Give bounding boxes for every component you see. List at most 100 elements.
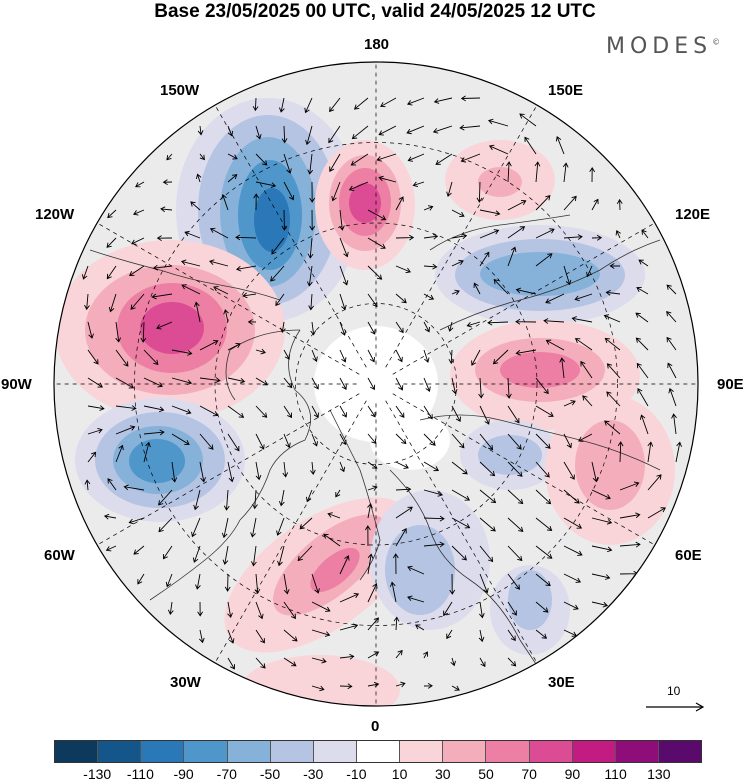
wind-arrow xyxy=(563,573,582,583)
wind-arrow xyxy=(115,444,124,463)
lon-label-120e: 120E xyxy=(675,206,711,223)
colorbar-swatch xyxy=(184,741,228,762)
wind-arrow xyxy=(378,175,397,183)
wind-arrow xyxy=(311,573,320,594)
wind-arrow xyxy=(311,349,318,363)
wind-arrow xyxy=(283,377,293,389)
wind-arrow xyxy=(507,657,517,667)
wind-arrow xyxy=(162,179,173,186)
wind-arrow xyxy=(283,349,290,360)
wind-arrow xyxy=(479,545,494,563)
wind-arrow xyxy=(309,209,316,231)
wind-arrow xyxy=(227,125,234,137)
wind-arrow xyxy=(130,237,145,245)
wind-arrow xyxy=(479,229,500,239)
colorbar-swatch xyxy=(486,741,530,762)
wind-arrow xyxy=(307,153,314,175)
colorbar xyxy=(54,740,702,763)
colorbar-tick-label: -10 xyxy=(346,766,367,782)
wind-arrow xyxy=(283,573,290,595)
lon-label-180: 180 xyxy=(364,36,390,53)
wind-arrow xyxy=(171,349,193,356)
wind-arrow xyxy=(143,349,159,366)
colorbar-tick-label: 30 xyxy=(435,766,451,782)
wind-arrow xyxy=(171,377,193,386)
wind-arrow xyxy=(152,264,173,271)
wind-arrow xyxy=(87,349,99,365)
wind-arrow xyxy=(450,657,456,667)
wind-arrow xyxy=(235,234,257,241)
wind-arrow xyxy=(479,657,486,668)
wind-arrow xyxy=(423,489,443,497)
wind-arrow xyxy=(507,461,523,477)
wind-arrow xyxy=(283,601,296,620)
wind-arrow xyxy=(451,489,471,501)
wind-arrow xyxy=(479,573,489,594)
wind-arrow xyxy=(507,601,517,616)
wind-arrow xyxy=(393,616,400,631)
wind-arrow xyxy=(87,405,105,411)
wind-arrow xyxy=(675,441,682,463)
wind-arrow xyxy=(105,545,117,552)
wind-arrow xyxy=(591,573,611,580)
wind-arrow xyxy=(545,293,565,304)
wind-arrow xyxy=(364,525,371,547)
wind-arrow xyxy=(106,265,117,280)
wind-arrow xyxy=(227,153,238,160)
wind-arrow xyxy=(589,166,596,183)
wind-arrow xyxy=(199,339,219,351)
wind-arrow xyxy=(395,649,403,659)
wind-arrow xyxy=(395,321,404,334)
wind-arrow xyxy=(605,289,621,296)
colorbar-tick-label: -50 xyxy=(259,766,281,782)
wind-arrow xyxy=(507,246,517,267)
wind-arrow xyxy=(515,349,537,356)
wind-arrow xyxy=(339,683,353,690)
wind-arrow xyxy=(115,321,122,343)
wind-arrow xyxy=(604,337,621,351)
wind-arrow xyxy=(479,251,490,267)
colorbar-swatch xyxy=(270,741,314,762)
wind-arrow xyxy=(395,461,409,469)
wind-arrow xyxy=(591,461,599,483)
wind-arrow xyxy=(255,181,277,189)
wind-arrow xyxy=(123,484,145,491)
wind-arrow xyxy=(535,629,548,639)
wind-arrow xyxy=(574,338,593,351)
wind-arrow xyxy=(571,316,593,323)
wind-arrow xyxy=(353,97,369,110)
wind-arrow xyxy=(451,461,468,475)
wind-arrow xyxy=(423,461,439,472)
wind-arrow xyxy=(451,289,460,296)
wind-arrow xyxy=(281,125,288,144)
wind-arrow xyxy=(275,293,285,307)
wind-arrow xyxy=(339,555,350,575)
wind-arrow xyxy=(378,125,397,136)
wind-arrow xyxy=(143,405,165,413)
wind-arrow xyxy=(255,405,268,418)
wind-arrow xyxy=(255,153,268,166)
wind-arrow xyxy=(446,629,453,640)
wind-arrow xyxy=(666,284,677,295)
wind-arrow xyxy=(339,265,349,286)
wind-arrow xyxy=(507,433,522,450)
wind-arrow xyxy=(308,293,314,311)
wind-arrow xyxy=(255,125,262,140)
wind-arrow xyxy=(87,427,103,435)
wind-arrow xyxy=(135,181,145,188)
wind-arrow xyxy=(423,682,433,689)
wind-arrow xyxy=(534,161,541,183)
wind-arrow xyxy=(488,144,509,155)
wind-arrow xyxy=(160,206,173,213)
wind-arrow xyxy=(395,349,403,363)
wind-arrow xyxy=(519,113,537,127)
wind-arrow xyxy=(582,395,593,407)
wind-arrow xyxy=(543,318,565,324)
colorbar-swatch xyxy=(658,741,702,762)
wind-arrow xyxy=(283,153,292,174)
meridian-line xyxy=(385,104,538,368)
wind-arrow xyxy=(637,388,649,407)
wind-arrow xyxy=(306,265,313,287)
meridian-line xyxy=(214,104,367,368)
wind-arrow xyxy=(297,545,313,562)
